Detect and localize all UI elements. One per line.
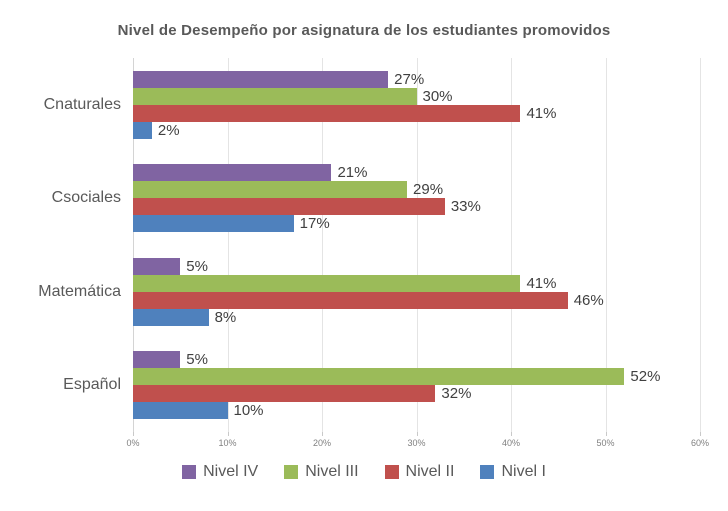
bar-nivel-iv bbox=[133, 351, 181, 369]
bar-nivel-i bbox=[133, 308, 209, 326]
gridline bbox=[700, 58, 701, 432]
legend-swatch bbox=[480, 465, 495, 479]
bar-row: 17% bbox=[133, 215, 700, 233]
x-axis: 0% 10% 20% 30% 40% 50% 60% bbox=[126, 432, 709, 454]
bar-value-label: 8% bbox=[214, 308, 237, 326]
x-tick-mark bbox=[605, 432, 607, 436]
bar-value-label: 30% bbox=[422, 87, 453, 105]
gridline bbox=[416, 58, 418, 432]
x-tick-label: 50% bbox=[596, 438, 615, 448]
legend: Nivel IV Nivel III Nivel II Nivel I bbox=[0, 458, 728, 486]
gridline bbox=[322, 58, 323, 432]
category-label: Matemática bbox=[38, 282, 121, 300]
bar-row: 21% bbox=[133, 164, 700, 182]
category-label: Español bbox=[63, 376, 121, 394]
bar-row: 32% bbox=[133, 385, 700, 403]
bar-group: 5% 41% 46% 8% bbox=[133, 245, 700, 339]
legend-swatch bbox=[284, 465, 299, 479]
bar-nivel-i bbox=[133, 402, 228, 420]
legend-label: Nivel IV bbox=[203, 463, 259, 480]
bar-nivel-i bbox=[133, 215, 294, 233]
x-tick-label: 30% bbox=[407, 438, 426, 448]
bar-value-label: 5% bbox=[186, 257, 208, 275]
bar-nivel-i bbox=[133, 121, 152, 139]
bar-row: 2% bbox=[133, 121, 700, 139]
bar-nivel-iii bbox=[133, 274, 521, 292]
bar-value-label: 17% bbox=[299, 215, 330, 233]
bar-group: 21% 29% 33% 17% bbox=[133, 152, 700, 246]
gridline bbox=[511, 58, 512, 432]
x-tick-label: 40% bbox=[501, 438, 521, 448]
bar-value-label: 2% bbox=[157, 121, 180, 139]
bar-nivel-iii bbox=[133, 368, 625, 386]
bar-value-label: 27% bbox=[394, 70, 425, 88]
legend-item-nivel-iii: Nivel III bbox=[284, 463, 359, 481]
category-label: Csociales bbox=[51, 189, 121, 207]
bar-row: 27% bbox=[133, 70, 700, 88]
bar-row: 46% bbox=[133, 291, 700, 309]
bar-group: 5% 52% 32% 10% bbox=[133, 339, 700, 433]
bar-row: 10% bbox=[133, 402, 700, 420]
bar-value-label: 41% bbox=[526, 104, 557, 122]
bar-row: 41% bbox=[133, 104, 700, 122]
bar-value-label: 33% bbox=[450, 198, 481, 216]
bar-row: 52% bbox=[133, 368, 700, 386]
category-axis: Cnaturales Csociales Matemática Español bbox=[0, 58, 121, 432]
plot-area: 27% 30% 41% 2% 21% 29% 33% 17% 5% 41% 46% 8% 5% 52% 32… bbox=[133, 58, 701, 433]
bar-row: 29% bbox=[133, 181, 700, 199]
legend-label: Nivel I bbox=[501, 463, 546, 480]
bar-value-label: 46% bbox=[573, 291, 604, 309]
bar-nivel-ii bbox=[133, 104, 521, 122]
category-label: Cnaturales bbox=[43, 95, 121, 113]
bar-value-label: 41% bbox=[526, 274, 557, 292]
x-tick-mark bbox=[700, 432, 701, 436]
x-tick-mark bbox=[511, 432, 512, 436]
legend-label: Nivel III bbox=[305, 463, 359, 480]
bar-value-label: 5% bbox=[186, 351, 208, 369]
legend-item-nivel-iv: Nivel IV bbox=[182, 463, 258, 481]
chart-title: Nivel de Desempeño por asignatura de los… bbox=[117, 22, 611, 39]
x-tick-mark bbox=[416, 432, 418, 436]
bar-value-label: 52% bbox=[630, 368, 661, 386]
bar-value-label: 21% bbox=[337, 164, 368, 182]
legend-swatch bbox=[182, 465, 197, 479]
bar-value-label: 32% bbox=[441, 385, 472, 403]
x-tick-label: 20% bbox=[312, 438, 332, 448]
legend-label: Nivel II bbox=[405, 463, 455, 480]
legend-item-nivel-i: Nivel I bbox=[480, 463, 546, 481]
x-tick-label: 10% bbox=[218, 438, 237, 448]
bar-row: 8% bbox=[133, 308, 700, 326]
bar-row: 41% bbox=[133, 274, 700, 292]
x-tick-mark bbox=[322, 432, 323, 436]
gridline bbox=[227, 58, 229, 432]
bar-nivel-iv bbox=[133, 70, 389, 88]
bar-nivel-ii bbox=[133, 291, 568, 309]
gridline bbox=[605, 58, 607, 432]
bar-row: 5% bbox=[133, 351, 700, 369]
x-tick-mark bbox=[227, 432, 229, 436]
y-axis-line bbox=[133, 58, 134, 432]
bar-group: 27% 30% 41% 2% bbox=[133, 58, 700, 152]
bar-value-label: 29% bbox=[413, 181, 444, 199]
bar-row: 5% bbox=[133, 257, 700, 275]
bar-nivel-ii bbox=[133, 385, 436, 403]
x-tick-mark bbox=[133, 432, 134, 436]
bar-nivel-iii bbox=[133, 87, 417, 105]
bar-row: 30% bbox=[133, 87, 700, 105]
x-tick-label: 0% bbox=[126, 438, 140, 448]
bar-nivel-iv bbox=[133, 257, 181, 275]
legend-swatch bbox=[384, 465, 399, 479]
bar-row: 33% bbox=[133, 198, 700, 216]
bar-nivel-iv bbox=[133, 164, 332, 182]
x-tick-label: 60% bbox=[690, 438, 710, 448]
bar-value-label: 10% bbox=[233, 402, 264, 420]
legend-item-nivel-ii: Nivel II bbox=[384, 463, 455, 481]
bar-nivel-ii bbox=[133, 198, 445, 216]
bar-nivel-iii bbox=[133, 181, 408, 199]
